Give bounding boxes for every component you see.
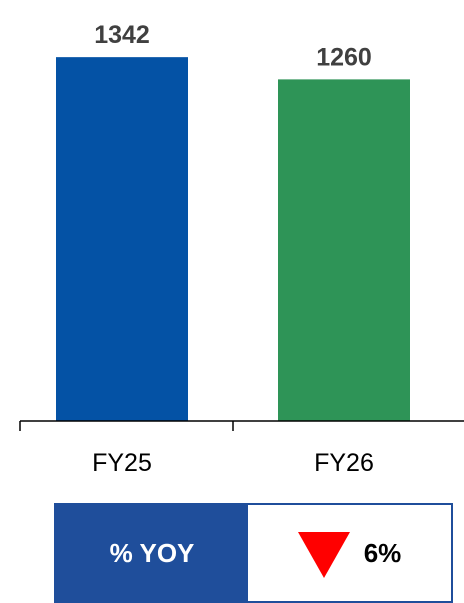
bars-layer: [56, 57, 410, 421]
data-label-fy26: 1260: [316, 43, 372, 71]
labels-layer: 1342 FY25 1260 FY26: [92, 21, 374, 477]
category-label-fy26: FY26: [314, 449, 374, 477]
category-label-fy25: FY25: [92, 449, 152, 477]
yoy-panel: % YOY 6%: [54, 503, 453, 603]
yoy-label-cell: % YOY: [56, 505, 248, 601]
bar-fy26: [278, 79, 410, 421]
yoy-value-cell: 6%: [248, 505, 451, 601]
bar-fy25: [56, 57, 188, 421]
yoy-value: 6%: [363, 537, 402, 568]
data-label-fy25: 1342: [94, 21, 150, 49]
bar-chart: 1342 FY25 1260 FY26: [19, 21, 464, 477]
yoy-label: % YOY: [109, 537, 195, 568]
down-triangle-icon: [297, 532, 350, 578]
x-axis: [19, 420, 464, 431]
